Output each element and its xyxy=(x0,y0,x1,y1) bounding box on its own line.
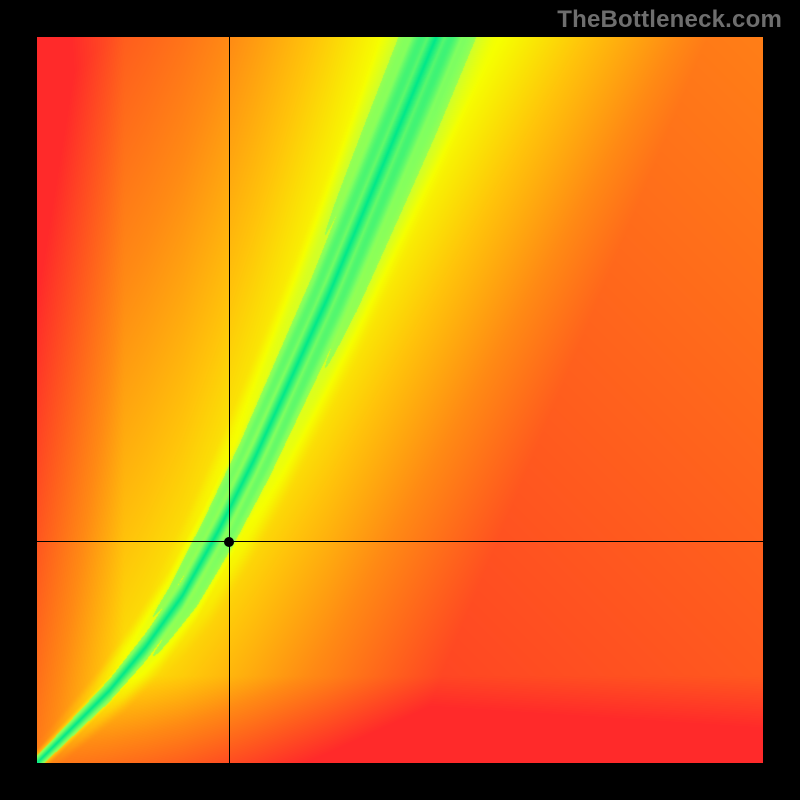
heatmap-canvas xyxy=(37,37,763,763)
attribution-text: TheBottleneck.com xyxy=(557,6,782,34)
heatmap-plot xyxy=(37,37,763,763)
crosshair-marker xyxy=(224,537,234,547)
crosshair-horizontal xyxy=(37,541,763,542)
crosshair-vertical xyxy=(229,37,230,763)
